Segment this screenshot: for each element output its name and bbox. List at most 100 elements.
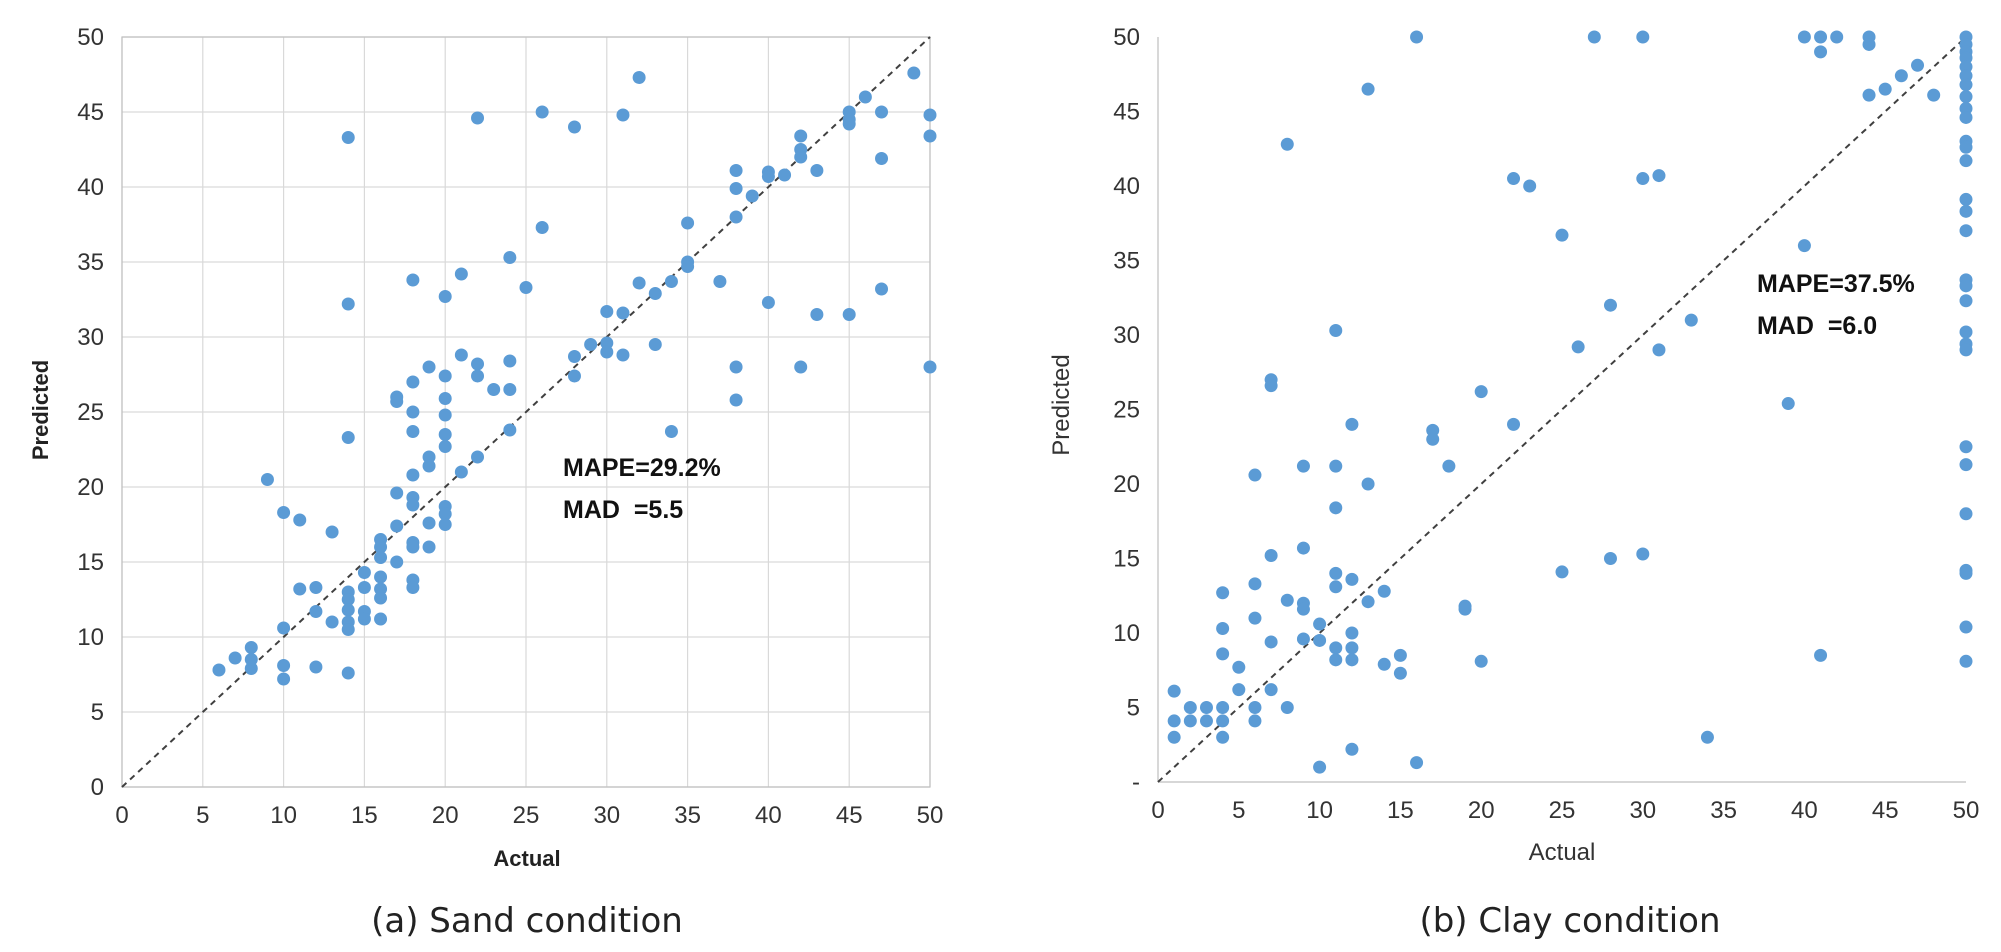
data-point <box>422 459 436 473</box>
data-point <box>1959 224 1973 238</box>
data-point <box>406 540 420 554</box>
data-point <box>1959 192 1973 206</box>
data-point <box>1377 657 1391 671</box>
y-tick-label: 40 <box>1113 173 1140 200</box>
data-point <box>1959 343 1973 357</box>
data-point <box>1393 648 1407 662</box>
data-point <box>519 281 533 294</box>
data-point <box>374 551 388 564</box>
data-point <box>1426 423 1440 437</box>
x-tick-label: 0 <box>1151 797 1164 824</box>
y-tick-label: 30 <box>77 324 104 351</box>
data-point <box>1232 683 1246 697</box>
data-point <box>228 651 242 665</box>
x-tick-label: 30 <box>593 802 620 829</box>
data-point <box>406 273 420 287</box>
data-point <box>1313 633 1327 647</box>
data-point <box>1959 140 1973 154</box>
data-point <box>1296 602 1310 616</box>
x-tick-label: 35 <box>1710 797 1737 824</box>
plot-frame <box>121 36 931 788</box>
data-point <box>1523 179 1537 193</box>
data-point <box>341 593 355 606</box>
data-point <box>1296 459 1310 473</box>
data-point <box>325 525 339 539</box>
reference-line <box>121 36 931 788</box>
data-point <box>260 473 274 486</box>
x-tick-label: 25 <box>1549 797 1576 824</box>
data-point <box>600 305 614 318</box>
data-point <box>390 486 404 500</box>
data-point <box>842 117 856 131</box>
data-point <box>875 152 889 165</box>
data-point <box>923 129 937 143</box>
data-point <box>1167 730 1181 744</box>
reference-line <box>1157 36 1967 783</box>
data-point <box>567 369 581 383</box>
data-point <box>616 348 630 362</box>
x-axis-title: Actual <box>493 846 560 871</box>
data-point <box>244 662 258 675</box>
data-point <box>842 308 856 321</box>
data-point <box>648 338 662 351</box>
x-tick-label: 10 <box>270 802 297 829</box>
data-point <box>632 276 646 290</box>
data-point <box>858 90 872 104</box>
data-point <box>535 105 549 119</box>
data-point <box>600 336 614 350</box>
data-point <box>1959 507 1973 521</box>
data-point <box>244 653 258 666</box>
data-point <box>794 150 808 164</box>
data-point <box>1329 641 1343 655</box>
data-point <box>1183 714 1197 728</box>
x-tick-label: 40 <box>1791 797 1818 824</box>
y-tick-label: 15 <box>77 549 104 576</box>
data-point <box>390 519 404 533</box>
data-point <box>309 660 323 674</box>
data-point <box>1959 90 1973 104</box>
x-tick-label: 0 <box>115 802 128 829</box>
data-point <box>1652 343 1666 357</box>
data-point <box>341 431 355 444</box>
data-point <box>1248 468 1262 482</box>
data-point <box>471 450 485 464</box>
data-point <box>729 210 743 224</box>
data-point <box>1410 30 1424 44</box>
data-point <box>503 423 517 437</box>
data-point <box>438 440 452 453</box>
data-point <box>907 66 921 80</box>
data-point <box>1959 279 1973 293</box>
data-point <box>1878 82 1892 96</box>
data-point <box>1959 654 1973 668</box>
data-point <box>406 375 420 389</box>
data-point <box>357 612 371 626</box>
data-point <box>341 603 355 617</box>
x-tick-label: 30 <box>1629 797 1656 824</box>
data-point <box>664 425 678 438</box>
data-point <box>406 405 420 419</box>
data-point <box>1345 572 1359 586</box>
data-point <box>1474 385 1488 399</box>
data-point <box>1345 653 1359 667</box>
data-point <box>406 498 420 512</box>
x-tick-label: 15 <box>351 802 378 829</box>
data-point <box>1248 611 1262 625</box>
y-tick-label: 45 <box>77 99 104 126</box>
data-point <box>1216 647 1230 661</box>
data-point <box>438 369 452 383</box>
data-point <box>1345 417 1359 431</box>
data-point <box>1894 69 1908 83</box>
data-point <box>1345 626 1359 640</box>
data-point <box>1507 172 1521 186</box>
data-point <box>1603 552 1617 565</box>
data-point <box>244 641 258 654</box>
data-point <box>341 666 355 680</box>
y-tick-label: 0 <box>91 774 104 801</box>
data-point <box>471 357 485 371</box>
data-point <box>1313 760 1327 774</box>
data-point <box>325 615 339 629</box>
data-point <box>681 216 695 230</box>
data-point <box>1959 566 1973 580</box>
data-point <box>729 182 743 195</box>
